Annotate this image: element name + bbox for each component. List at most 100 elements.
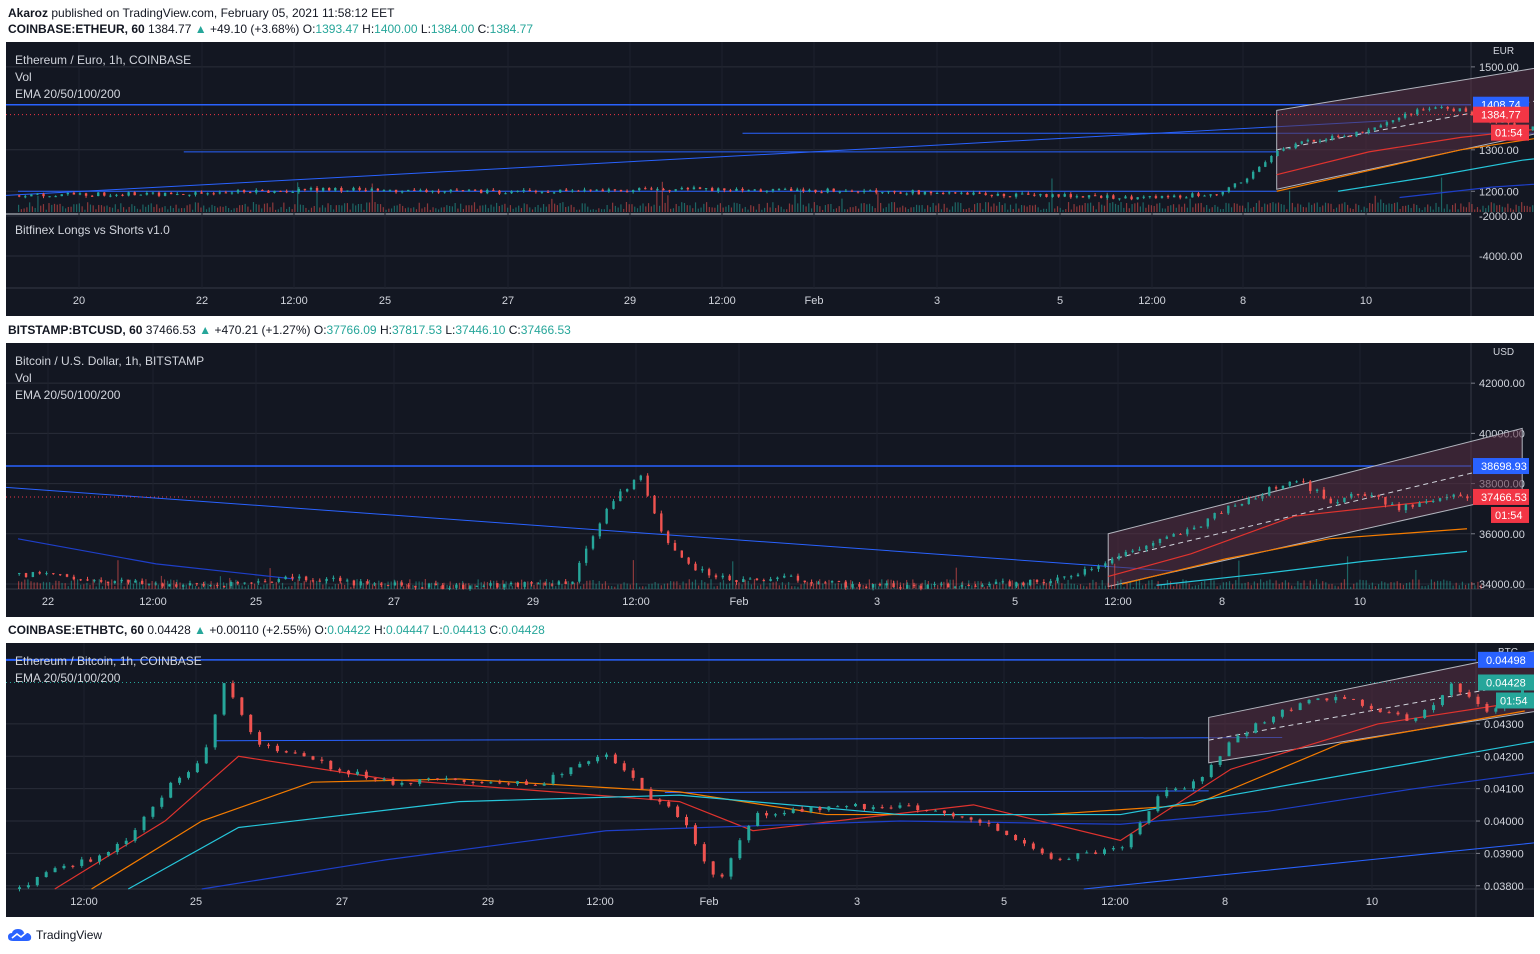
candle-body <box>315 187 319 191</box>
volume-bar <box>1476 207 1479 212</box>
volume-bar <box>533 584 535 589</box>
candle-body <box>414 585 417 588</box>
volume-bar <box>1507 203 1509 212</box>
volume-bar <box>1311 204 1313 212</box>
legend-title[interactable]: Ethereum / Bitcoin, 1h, COINBASE <box>15 654 202 668</box>
volume-bar <box>1343 579 1346 589</box>
author-name[interactable]: Akaroz <box>8 6 49 20</box>
volume-bar <box>545 579 548 589</box>
volume-bar <box>1449 209 1451 212</box>
publish-header: Akaroz published on TradingView.com, Feb… <box>8 6 394 20</box>
volume-bar <box>344 203 346 212</box>
ethBTC-chart-svg[interactable]: 0.043000.042000.041000.040000.039000.038… <box>6 643 1534 917</box>
candle-body <box>1112 195 1115 199</box>
volume-bar <box>542 204 545 212</box>
volume-bar <box>880 202 882 212</box>
volume-bar <box>233 208 235 212</box>
volume-bar <box>344 584 346 589</box>
legend-title[interactable]: Ethereum / Euro, 1h, COINBASE <box>15 53 192 67</box>
volume-bar <box>418 202 420 212</box>
candle-body <box>1324 139 1328 141</box>
candle-body <box>71 865 75 867</box>
candle-body <box>38 572 41 574</box>
candle-body <box>1138 549 1141 551</box>
volume-bar <box>1081 205 1083 212</box>
legend-ema[interactable]: EMA 20/50/100/200 <box>15 388 121 402</box>
btcUSD-chart-svg[interactable]: 42000.0040000.0038000.0036000.0034000.00… <box>6 343 1534 617</box>
volume-bar <box>1438 206 1440 212</box>
candle-body <box>1165 790 1169 797</box>
volume-bar <box>89 204 92 212</box>
volume-bar <box>56 204 58 212</box>
symbol-name[interactable]: COINBASE:ETHEUR, 60 <box>8 22 145 36</box>
chart-panel-ethEUR[interactable]: -2000.00 -4000.00 1500.00 1300.00 1200.00 EUR… <box>6 42 1534 316</box>
symbol-name[interactable]: BITSTAMP:BTCUSD, 60 <box>8 323 143 337</box>
candle-body <box>1118 198 1121 200</box>
candle-body <box>325 578 328 581</box>
volume-bar <box>733 202 735 212</box>
candle-body <box>503 584 506 588</box>
volume-bar <box>855 206 857 212</box>
volume-bar <box>1333 209 1335 212</box>
time-tick-label: 12:00 <box>1101 896 1129 908</box>
volume-bar <box>580 586 582 589</box>
volume-bar <box>1151 579 1153 589</box>
symbol-name[interactable]: COINBASE:ETHBTC, 60 <box>8 623 145 637</box>
volume-bar <box>730 207 733 212</box>
legend-ema[interactable]: EMA 20/50/100/200 <box>15 671 121 685</box>
candle-body <box>462 779 466 782</box>
chart-panel-ethBTC[interactable]: 0.04300 0.04200 0.04100 0.04000 0.03900 0.038… <box>6 643 1534 917</box>
candle-body <box>625 489 629 492</box>
candle-body <box>978 819 982 823</box>
volume-bar <box>1485 208 1487 212</box>
volume-bar <box>678 206 680 212</box>
candle-body <box>803 580 806 583</box>
volume-bar <box>617 207 619 212</box>
legend-title[interactable]: Bitcoin / U.S. Dollar, 1h, BITSTAMP <box>15 354 205 368</box>
volume-bar <box>863 203 865 212</box>
candle-body <box>1174 788 1178 791</box>
chart-panel-btcUSD[interactable]: 42000.0040000.0038000.0036000.0034000.00… <box>6 343 1534 617</box>
tradingview-footer[interactable]: TradingView <box>8 928 102 942</box>
candle-body <box>1002 193 1006 197</box>
ethEUR-chart-svg[interactable]: -2000.00-4000.001500.001300.001200.00EUR… <box>6 42 1534 316</box>
volume-bar <box>642 203 644 212</box>
legend-vol[interactable]: Vol <box>15 371 32 385</box>
volume-bar <box>788 581 790 589</box>
change-arrow: ▲ <box>194 623 206 637</box>
candle-body <box>762 580 765 582</box>
candle-body <box>941 192 945 194</box>
volume-bar <box>238 584 240 589</box>
volume-bar <box>1089 582 1091 589</box>
low-value: 1384.00 <box>430 22 475 36</box>
candle-body <box>1274 487 1278 489</box>
volume-bar <box>565 207 567 212</box>
volume-bar <box>675 203 677 212</box>
sub-legend[interactable]: Bitfinex Longs vs Shorts v1.0 <box>15 223 170 237</box>
candle-body <box>267 744 271 746</box>
volume-bar <box>135 580 138 589</box>
volume-bar <box>996 205 998 212</box>
volume-bar <box>1487 205 1490 212</box>
volume-bar <box>763 580 765 589</box>
volume-bar <box>1204 580 1206 589</box>
volume-bar <box>443 582 445 589</box>
volume-bar <box>309 580 312 589</box>
volume-bar <box>993 203 995 212</box>
volume-bar <box>1014 581 1016 589</box>
volume-bar <box>527 581 529 589</box>
volume-bar <box>158 208 161 212</box>
candle-body <box>1239 182 1243 184</box>
volume-bar <box>111 579 113 589</box>
volume-bar <box>1306 586 1308 589</box>
candle-body <box>364 189 367 191</box>
volume-bar <box>275 582 277 589</box>
legend-ema[interactable]: EMA 20/50/100/200 <box>15 87 121 101</box>
volume-bar <box>53 203 56 212</box>
volume-bar <box>92 205 94 212</box>
legend-vol[interactable]: Vol <box>15 70 32 84</box>
volume-bar <box>1148 580 1150 589</box>
last-price: 0.04428 <box>147 623 191 637</box>
volume-bar <box>688 579 690 589</box>
volume-bar <box>761 209 763 212</box>
